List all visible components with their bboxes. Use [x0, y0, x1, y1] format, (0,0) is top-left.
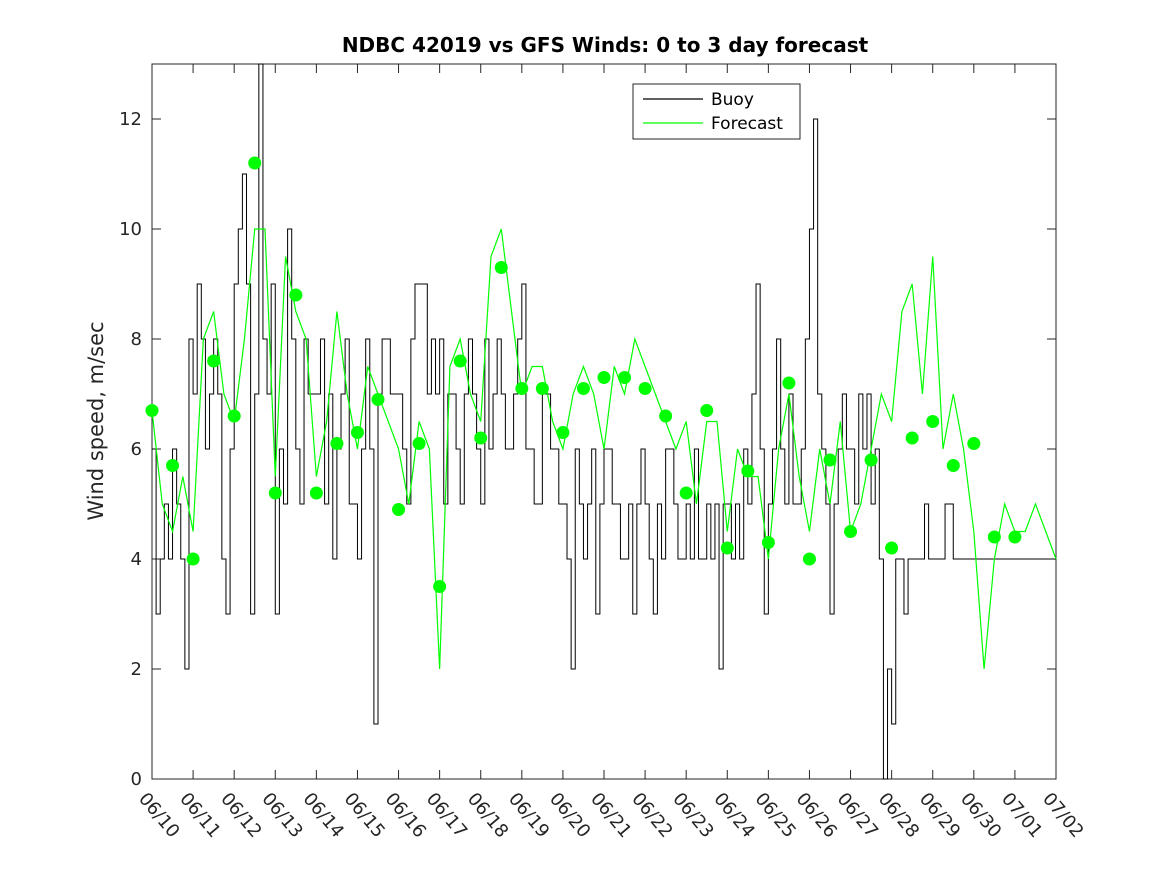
- forecast-marker-point: [720, 541, 734, 555]
- forecast-marker-point: [268, 486, 282, 500]
- forecast-marker-point: [782, 376, 796, 390]
- forecast-marker-point: [227, 409, 241, 423]
- forecast-marker-point: [802, 552, 816, 566]
- forecast-marker-point: [186, 552, 200, 566]
- forecast-marker-point: [309, 486, 323, 500]
- forecast-marker-point: [166, 459, 180, 472]
- forecast-marker-point: [145, 404, 159, 417]
- y-tick-label: 8: [131, 329, 142, 350]
- forecast-marker-point: [248, 156, 262, 170]
- chart-title: NDBC 42019 vs GFS Winds: 0 to 3 day fore…: [342, 33, 869, 57]
- forecast-marker-point: [515, 382, 529, 395]
- forecast-marker-point: [659, 409, 673, 423]
- forecast-marker-point: [844, 525, 858, 538]
- forecast-marker-point: [556, 426, 570, 439]
- forecast-marker-point: [576, 382, 590, 395]
- y-tick-label: 10: [119, 219, 142, 240]
- series-layer: [145, 63, 1057, 780]
- forecast-marker-point: [350, 426, 364, 439]
- forecast-marker-point: [967, 437, 981, 450]
- forecast-marker-point: [1008, 530, 1022, 544]
- y-tick-label: 2: [131, 659, 142, 680]
- forecast-marker-point: [412, 437, 426, 450]
- forecast-marker-point: [700, 404, 714, 417]
- forecast-marker-point: [494, 261, 508, 274]
- forecast-marker-point: [597, 371, 611, 384]
- forecast-marker-point: [453, 354, 467, 368]
- y-tick-label: 12: [119, 109, 142, 130]
- forecast-marker-point: [618, 371, 632, 384]
- forecast-marker-point: [741, 464, 755, 478]
- y-tick-label: 6: [131, 439, 142, 460]
- forecast-marker-point: [474, 431, 488, 445]
- legend-box: [632, 83, 801, 140]
- forecast-marker-point: [864, 453, 878, 467]
- legend-label: Forecast: [711, 114, 783, 134]
- forecast-marker-point: [535, 382, 549, 395]
- forecast-marker-point: [207, 354, 221, 368]
- forecast-marker-point: [289, 288, 303, 302]
- forecast-marker-point: [885, 541, 899, 555]
- y-axis-label: Wind speed, m/sec: [84, 321, 108, 520]
- forecast-series-line: [151, 228, 1057, 670]
- forecast-marker-point: [987, 530, 1001, 544]
- forecast-marker-point: [905, 431, 919, 445]
- forecast-marker-point: [926, 415, 940, 428]
- buoy-series-line: [152, 63, 1056, 780]
- legend-label: Buoy: [711, 90, 754, 110]
- forecast-marker-point: [761, 536, 775, 549]
- forecast-marker-point: [371, 393, 385, 406]
- forecast-marker-point: [679, 486, 693, 500]
- legend: Buoy Forecast: [632, 83, 801, 140]
- forecast-marker-point: [433, 580, 447, 593]
- forecast-marker-point: [823, 453, 837, 467]
- forecast-marker-point: [638, 382, 652, 395]
- forecast-marker-point: [392, 503, 406, 516]
- y-tick-label: 0: [131, 769, 142, 790]
- y-tick-label: 4: [131, 549, 142, 570]
- axes-box: [151, 63, 1057, 780]
- forecast-marker-point: [946, 459, 960, 472]
- forecast-marker-point: [330, 437, 344, 450]
